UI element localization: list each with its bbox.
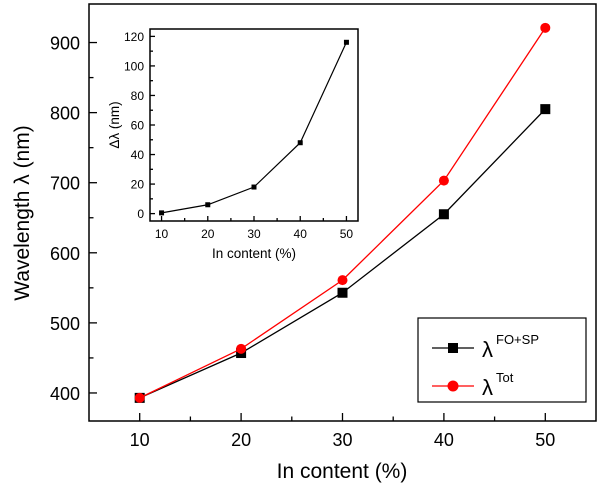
inset-y-axis-title: Δλ (nm) [107, 101, 122, 148]
inset-axis-ticks [150, 35, 348, 221]
inset-x-tick-labels: 10 20 30 40 50 [155, 227, 354, 241]
legend-box [417, 317, 587, 403]
inset-x-tick-label: 20 [201, 227, 215, 241]
data-point-circle [134, 392, 145, 403]
legend-label-fo-sp: λ [482, 337, 493, 362]
legend-marker-square [448, 343, 458, 353]
main-x-tick-labels: 10 20 30 40 50 [130, 430, 556, 450]
main-x-tick-label: 30 [332, 430, 352, 450]
inset-x-axis-title: In content (%) [212, 246, 296, 261]
main-series-group [134, 22, 551, 403]
inset-x-tick-label: 40 [294, 227, 308, 241]
main-y-tick-label: 400 [50, 384, 80, 404]
legend-label-tot-sup: Tot [496, 370, 514, 385]
main-y-tick-label: 900 [50, 34, 80, 54]
main-y-tick-label: 600 [50, 244, 80, 264]
legend: λ FO+SP λ Tot [417, 317, 587, 403]
legend-marker-circle [447, 380, 459, 392]
data-point-circle [438, 175, 449, 186]
inset-y-tick-label: 20 [131, 178, 145, 192]
data-point-circle [236, 343, 247, 354]
legend-label-tot: λ [482, 375, 493, 400]
inset-y-tick-label: 120 [124, 30, 144, 44]
main-y-tick-labels: 400 500 600 700 800 900 [50, 34, 80, 404]
data-point-square [438, 209, 449, 220]
data-point-square [205, 202, 211, 208]
inset-plot-frame [149, 28, 359, 222]
data-point-square [251, 184, 257, 190]
data-point-circle [540, 22, 551, 33]
main-y-axis-title: Wavelength λ (nm) [11, 125, 34, 300]
main-y-tick-label: 500 [50, 314, 80, 334]
main-x-tick-label: 40 [434, 430, 454, 450]
inset-y-tick-label: 60 [131, 119, 145, 133]
inset-x-tick-label: 50 [340, 227, 354, 241]
inset-y-tick-labels: 0 20 40 60 80 100 120 [124, 30, 144, 221]
main-y-tick-label: 800 [50, 104, 80, 124]
main-x-tick-label: 50 [535, 430, 555, 450]
data-point-square [159, 210, 165, 216]
legend-label-fo-sp-sup: FO+SP [496, 332, 539, 347]
inset-y-tick-label: 100 [124, 59, 144, 73]
main-y-tick-label: 700 [50, 174, 80, 194]
data-point-square [343, 39, 349, 45]
data-point-circle [337, 275, 348, 286]
main-x-tick-label: 20 [231, 430, 251, 450]
inset-x-tick-label: 30 [247, 227, 261, 241]
data-point-square [337, 287, 348, 298]
main-x-axis-title: In content (%) [277, 460, 408, 483]
data-point-square [540, 104, 551, 115]
inset-x-tick-label: 10 [155, 227, 169, 241]
main-x-tick-label: 10 [130, 430, 150, 450]
inset-y-tick-label: 0 [137, 207, 144, 221]
inset-series-group [159, 39, 349, 216]
data-point-square [297, 140, 303, 146]
main-axis-ticks [89, 41, 546, 421]
inset-y-tick-label: 40 [131, 148, 145, 162]
inset-y-tick-label: 80 [131, 89, 145, 103]
